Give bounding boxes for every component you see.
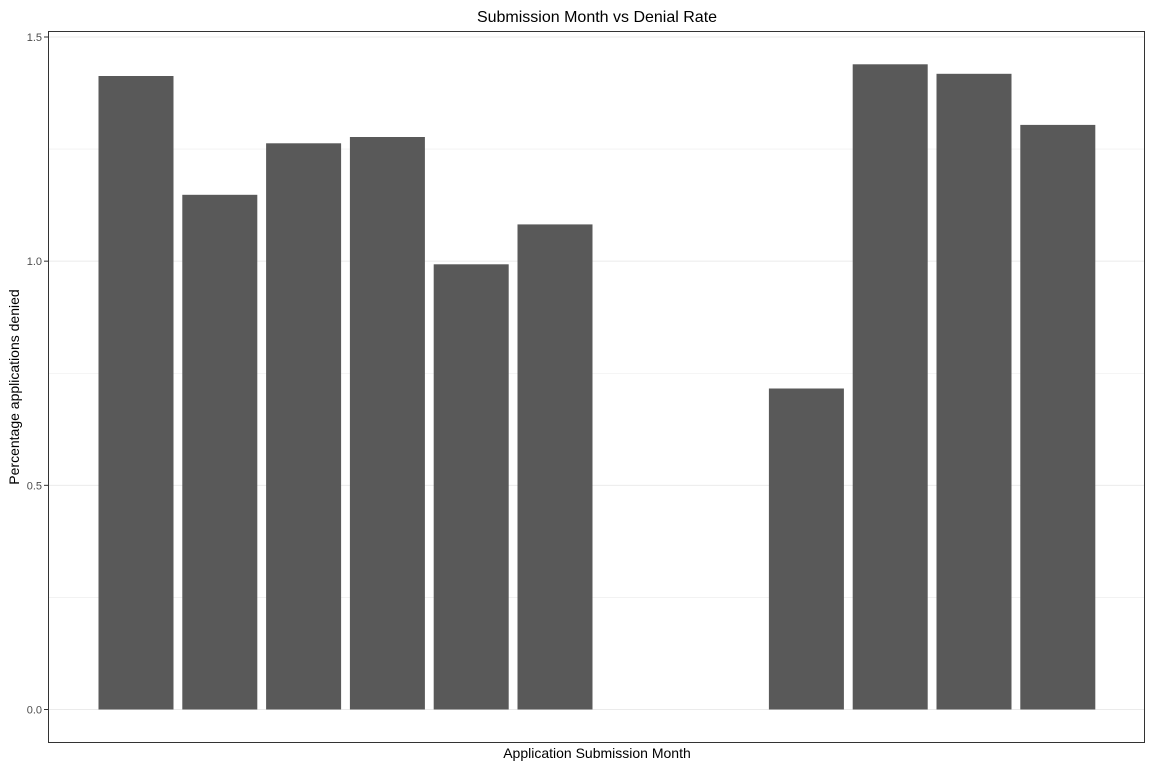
bar-6 bbox=[517, 224, 593, 710]
y-axis-ticks: 0.0 0.5 1.0 1.5 bbox=[27, 32, 48, 717]
y-tick-label: 0.0 bbox=[27, 705, 42, 717]
bar-1 bbox=[98, 76, 174, 710]
y-tick-label: 1.0 bbox=[27, 256, 42, 268]
bar-9 bbox=[768, 388, 844, 710]
y-axis-label: Percentage applications denied bbox=[6, 289, 22, 484]
bar-10 bbox=[852, 64, 928, 710]
y-tick-label: 0.5 bbox=[27, 480, 42, 492]
y-tick-label: 1.5 bbox=[27, 32, 42, 44]
x-axis-label: Application Submission Month bbox=[503, 745, 691, 761]
bar-4 bbox=[349, 137, 425, 710]
bars bbox=[98, 64, 1096, 710]
chart-title: Submission Month vs Denial Rate bbox=[477, 9, 717, 26]
plot-panel-border bbox=[48, 31, 1145, 743]
bar-3 bbox=[266, 143, 342, 710]
bar-11 bbox=[936, 73, 1012, 710]
bar-2 bbox=[182, 194, 258, 710]
bar-5 bbox=[433, 264, 509, 710]
bar-12 bbox=[1020, 124, 1096, 710]
